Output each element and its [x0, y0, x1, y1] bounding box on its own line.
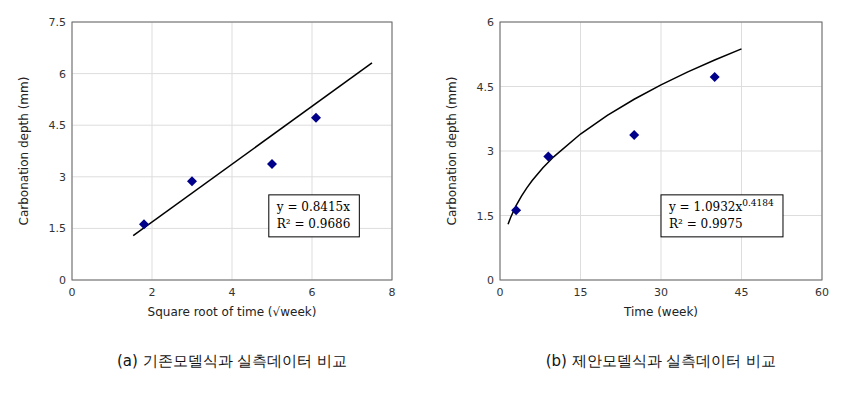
- tick-label: 1.5: [477, 210, 495, 223]
- annotation: R² = 0.9686: [277, 217, 351, 231]
- axis-label: Square root of time (√week): [148, 305, 317, 319]
- tick-label: 7.5: [49, 16, 67, 29]
- fit-line: [133, 63, 372, 236]
- data-point: [511, 205, 521, 215]
- data-point: [710, 72, 720, 82]
- annotation-text: y = 1.0932x: [668, 200, 742, 214]
- axis-label: Carbonation depth (mm): [17, 77, 31, 226]
- subtitle: (b) 제안모델식과 실측데이터 비교: [546, 352, 777, 370]
- grid-line: [72, 73, 392, 74]
- tick-label: 45: [735, 286, 749, 299]
- panel: 0 15 30 45 60 0 1.5 3 4.5 6 Time (week) Carbonation…: [445, 16, 829, 370]
- chart-canvas: 0 2 4 6 8 0 1.5 3 4.5 6 7.5 Square root of time (√w…: [0, 0, 844, 401]
- data-point: [267, 159, 277, 169]
- equation-box: y = 1.0932x0.4184 R² = 0.9975: [661, 195, 783, 237]
- plot-frame: [72, 22, 392, 280]
- tick-label: 6: [487, 16, 494, 29]
- annotation-text: y = 0.8415x: [276, 200, 350, 214]
- grid-line: [72, 125, 392, 126]
- tick-label: 6: [309, 286, 316, 299]
- annotation-superscript: 0.4184: [742, 198, 774, 208]
- grid-line: [232, 22, 233, 280]
- tick-label: 0: [59, 274, 66, 287]
- axis-label: Time (week): [623, 305, 698, 319]
- tick-label: 3: [487, 145, 494, 158]
- tick-label: 3: [59, 171, 66, 184]
- data-point: [543, 152, 553, 162]
- annotation-text: R² = 0.9975: [669, 217, 743, 231]
- tick-label: 2: [149, 286, 156, 299]
- grid-line: [312, 22, 313, 280]
- data-point: [139, 219, 149, 229]
- tick-label: 0: [69, 286, 76, 299]
- tick-label: 60: [815, 286, 829, 299]
- axis-label: Carbonation depth (mm): [445, 77, 459, 226]
- annotation: y = 0.8415x: [276, 200, 350, 214]
- data-point: [629, 130, 639, 140]
- equation-frame: [269, 195, 360, 237]
- tick-label: 6: [59, 68, 66, 81]
- annotation: R² = 0.9975: [669, 217, 743, 231]
- grid-line: [152, 22, 153, 280]
- equation-frame: [661, 195, 783, 237]
- tick-label: 1.5: [49, 222, 67, 235]
- marks: [133, 63, 372, 236]
- equation-box: y = 0.8415x R² = 0.9686: [269, 195, 360, 237]
- annotation: y = 1.0932x0.4184: [668, 198, 774, 214]
- plot-background: [72, 22, 392, 280]
- tick-label: 0: [487, 274, 494, 287]
- tick-label: 15: [574, 286, 588, 299]
- annotation-text: R² = 0.9686: [277, 217, 351, 231]
- subtitle: (a) 기존모델식과 실측데이터 비교: [117, 352, 347, 370]
- grid-line: [72, 176, 392, 177]
- tick-label: 30: [654, 286, 668, 299]
- tick-label: 4: [229, 286, 236, 299]
- tick-label: 8: [389, 286, 396, 299]
- data-point: [311, 113, 321, 123]
- tick-label: 0: [497, 286, 504, 299]
- tick-label: 4.5: [49, 119, 67, 132]
- panel: 0 2 4 6 8 0 1.5 3 4.5 6 7.5 Square root of time (√w…: [17, 16, 396, 370]
- plot-background: [500, 22, 822, 280]
- plot-frame: [500, 22, 822, 280]
- grid-line: [500, 86, 822, 87]
- data-point: [187, 176, 197, 186]
- grid-line: [500, 151, 822, 152]
- tick-label: 4.5: [477, 81, 495, 94]
